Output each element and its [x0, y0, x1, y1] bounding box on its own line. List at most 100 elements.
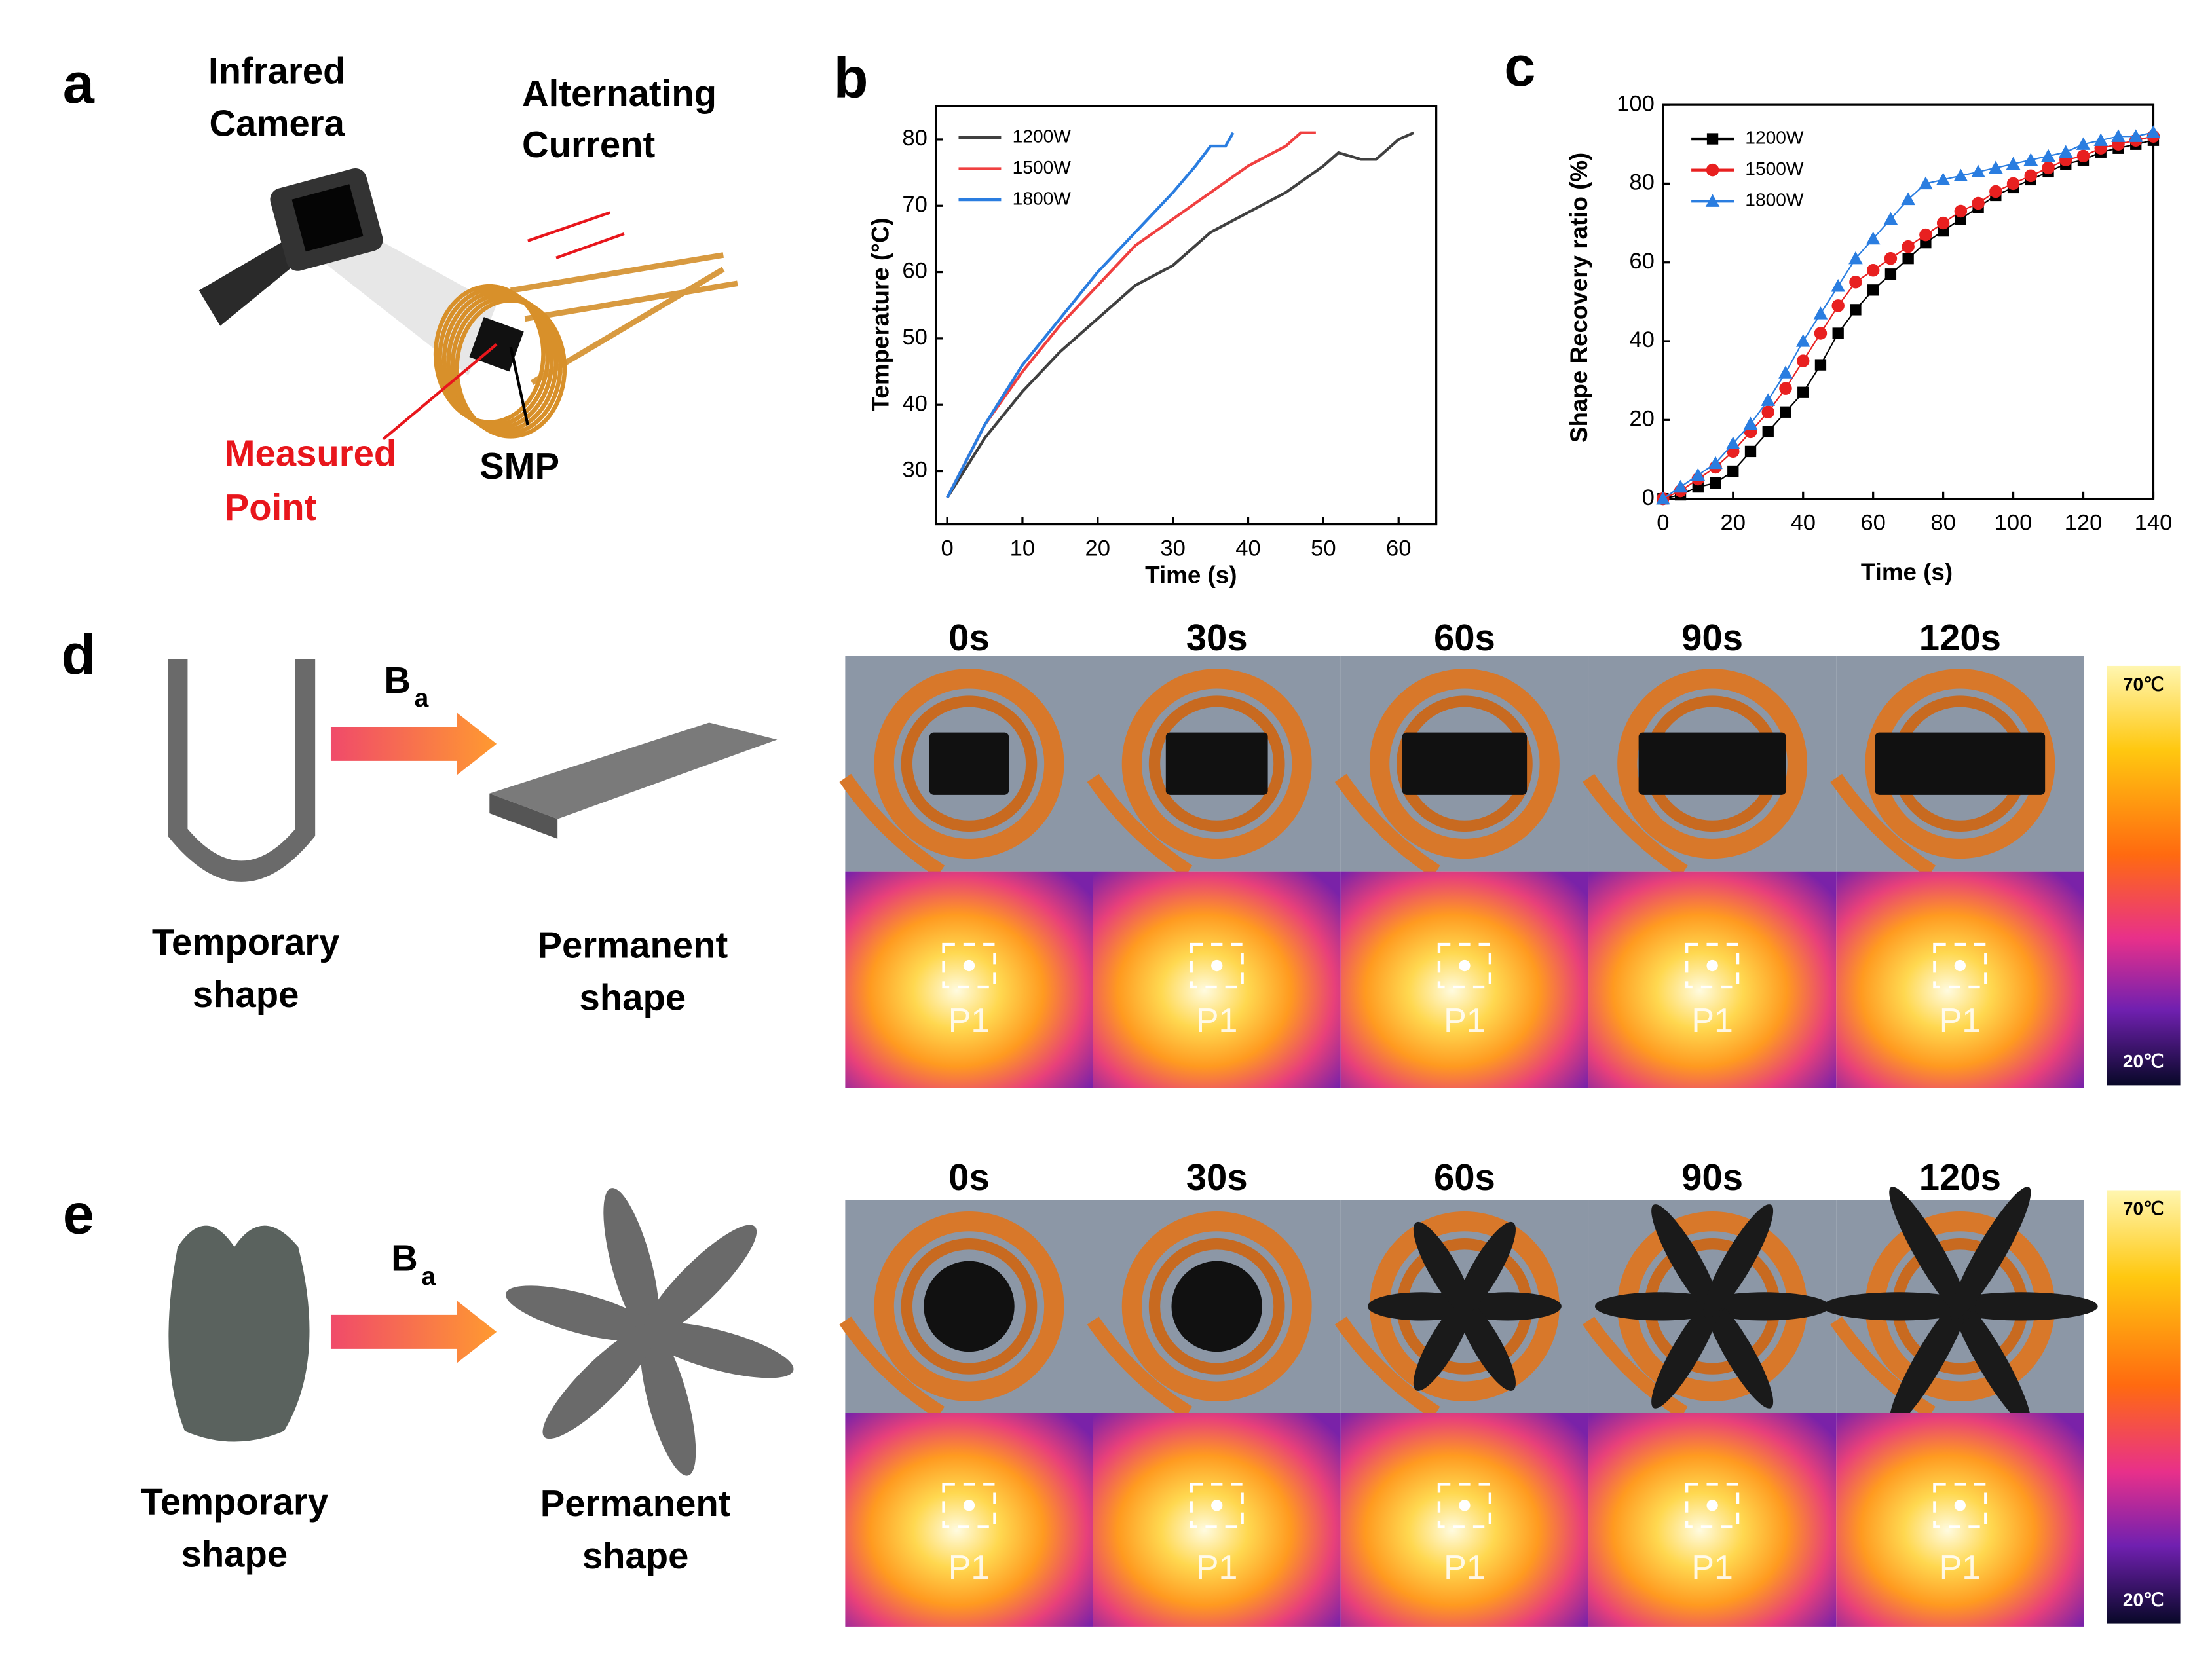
legend-label: 1800W	[1013, 189, 1072, 209]
sample-petal	[1594, 1292, 1726, 1321]
sample-photo	[929, 732, 1009, 795]
y-tick-label: 60	[1629, 249, 1654, 274]
y-tick-label: 40	[902, 391, 928, 416]
shape-label: shape	[181, 1534, 288, 1575]
marker	[1884, 268, 1897, 280]
panel-letter: c	[1504, 35, 1535, 98]
series-line	[946, 131, 1415, 499]
marker	[1797, 386, 1809, 398]
sample-petal	[1456, 1296, 1516, 1391]
sample-petal	[1822, 1292, 1976, 1321]
legend-label: 1200W	[1013, 126, 1072, 146]
shape-label: shape	[193, 974, 299, 1015]
shape-label: Permanent	[537, 924, 728, 965]
marker	[1866, 264, 1880, 277]
x-tick-label: 60	[1386, 536, 1412, 561]
probe-box	[942, 1483, 996, 1528]
permanent-petal	[643, 1225, 757, 1339]
coil-photo	[1121, 669, 1312, 859]
marker	[1901, 192, 1915, 206]
lead-photo	[1830, 773, 1936, 877]
x-tick-label: 20	[1085, 536, 1111, 561]
x-tick-label: 100	[1995, 511, 2033, 536]
probe-label: P1	[1940, 1549, 1981, 1587]
marker	[2006, 177, 2020, 191]
lead-photo	[1830, 1316, 1936, 1419]
colorbar-min: 20℃	[2123, 1051, 2164, 1071]
label: Camera	[210, 102, 345, 143]
time-label: 30s	[1186, 1156, 1248, 1198]
legend-label: 1500W	[1013, 157, 1072, 177]
thermal	[1093, 1413, 1341, 1627]
y-tick-label: 40	[1629, 327, 1654, 352]
probe-label: P1	[1691, 1549, 1733, 1587]
probe-dot	[1459, 1500, 1471, 1511]
marker	[1673, 479, 1688, 493]
marker	[1779, 382, 1792, 395]
sample-photo	[1171, 1261, 1262, 1352]
y-tick-label: 20	[1629, 406, 1654, 431]
marker	[1936, 172, 1951, 186]
field-label: B	[384, 659, 411, 701]
thermal	[1836, 1413, 2084, 1627]
marker	[1831, 299, 1845, 312]
lead-photo	[839, 773, 945, 877]
label: Current	[522, 124, 655, 165]
y-tick-label: 0	[1642, 485, 1655, 510]
marker	[1761, 405, 1774, 419]
y-tick-label: 70	[902, 192, 928, 217]
coil-photo	[901, 1238, 1038, 1375]
label: Infrared	[208, 50, 345, 91]
sample-petal	[1651, 1204, 1721, 1318]
probe-box	[1437, 942, 1492, 989]
marker	[1953, 168, 1968, 182]
permanent-shape-side	[489, 793, 558, 839]
chart: 0 10 20 30 40 50 60 30 40 50 60 70 80 Time (s) Tempera…	[867, 105, 1438, 588]
marker	[2041, 149, 2055, 162]
lead-photo	[1334, 1316, 1440, 1419]
colorbar-max: 70℃	[2123, 674, 2164, 695]
thermal	[1588, 871, 1837, 1088]
coil-photo	[874, 1211, 1064, 1401]
y-tick-label: 80	[1629, 170, 1654, 195]
series-line	[946, 131, 1316, 499]
marker	[1865, 231, 1881, 245]
x-tick-label: 60	[1860, 511, 1886, 536]
thermal	[1588, 1413, 1837, 1627]
marker	[2006, 157, 2021, 170]
marker	[1902, 240, 1915, 253]
sample-petal	[1651, 1295, 1721, 1409]
marker	[1727, 465, 1739, 477]
probe-label: P1	[1444, 1549, 1486, 1587]
legend-label: 1800W	[1745, 190, 1804, 210]
marker	[1849, 276, 1862, 289]
marker	[1989, 160, 2003, 174]
time-label: 0s	[948, 617, 990, 658]
label: Point	[225, 487, 317, 528]
panel-letter: e	[63, 1183, 94, 1246]
marker	[2128, 129, 2143, 142]
thermal	[1340, 871, 1589, 1088]
marker	[1848, 251, 1863, 265]
coil	[433, 284, 567, 439]
probe-dot	[963, 959, 975, 972]
x-axis-label: Time (s)	[1145, 561, 1237, 588]
probe-dot	[1211, 959, 1223, 972]
pointer	[509, 346, 529, 426]
marker	[1954, 204, 1968, 218]
coil-photo	[1121, 1211, 1312, 1401]
marker	[1656, 491, 1670, 505]
field-subscript: a	[421, 1263, 436, 1291]
coil-photo	[1617, 669, 1808, 859]
panel-letter: d	[61, 623, 96, 686]
sample-petal	[1944, 1292, 2098, 1321]
permanent-petal	[640, 1325, 696, 1476]
sample-petal	[1413, 1296, 1473, 1391]
probe-label: P1	[1196, 1549, 1238, 1587]
coil-photo	[1148, 1238, 1285, 1375]
x-tick-label: 50	[1311, 536, 1336, 561]
probe-dot	[1954, 1500, 1966, 1511]
current-arrow	[527, 211, 625, 259]
pointer	[382, 343, 498, 441]
